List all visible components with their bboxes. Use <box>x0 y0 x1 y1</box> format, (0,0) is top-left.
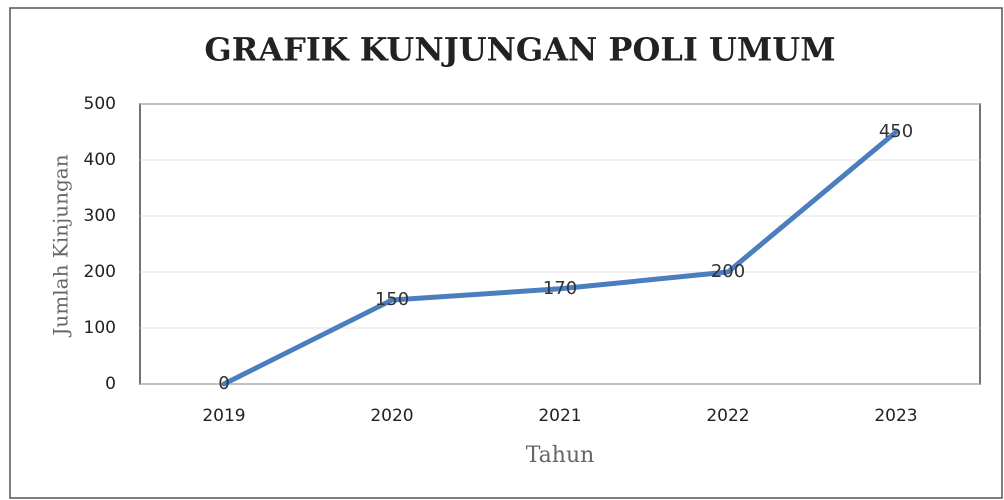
data-label: 0 <box>218 373 229 394</box>
y-tick-label: 0 <box>105 374 116 394</box>
y-tick-label: 400 <box>84 150 116 170</box>
x-axis-label: Tahun <box>526 443 595 468</box>
data-label: 450 <box>879 121 913 142</box>
chart-title: GRAFIK KUNJUNGAN POLI UMUM <box>204 31 835 69</box>
x-tick-label: 2021 <box>538 406 581 426</box>
x-tick-label: 2019 <box>202 406 245 426</box>
plot-border <box>139 103 981 385</box>
data-line <box>221 129 899 387</box>
x-tick-label: 2020 <box>370 406 413 426</box>
chart-border <box>9 7 1003 499</box>
y-tick-label: 200 <box>84 262 116 282</box>
data-label: 150 <box>375 289 409 310</box>
x-tick-label: 2022 <box>706 406 749 426</box>
y-tick-label: 500 <box>84 94 116 114</box>
data-label: 200 <box>711 261 745 282</box>
data-label: 170 <box>543 278 577 299</box>
y-axis-label: Jumlah Kinjungan <box>49 154 73 337</box>
x-tick-label: 2023 <box>874 406 917 426</box>
y-tick-label: 100 <box>84 318 116 338</box>
y-tick-label: 300 <box>84 206 116 226</box>
